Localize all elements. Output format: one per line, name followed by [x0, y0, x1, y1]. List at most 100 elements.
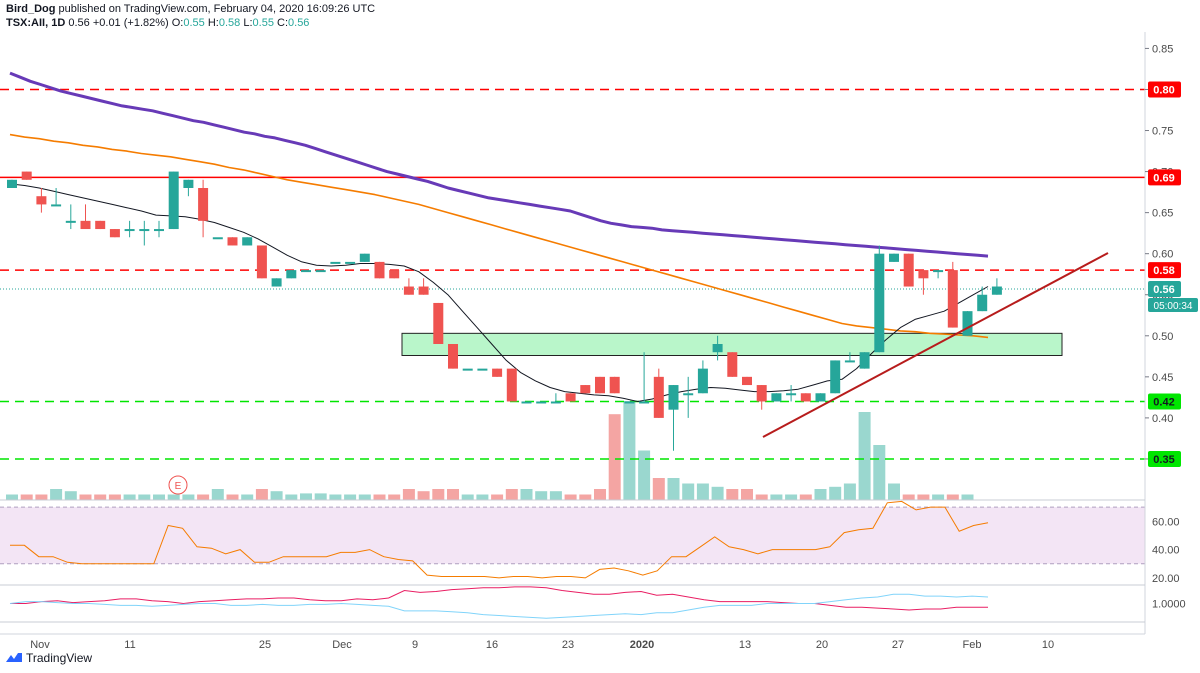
candle-body [962, 311, 973, 336]
volume-bar [373, 494, 386, 500]
published-text: published on TradingView.com, February 0… [55, 3, 376, 15]
candle-body [653, 376, 664, 418]
ma-purple-line [9, 71, 989, 258]
rsi-tick-label: 20.00 [1152, 573, 1180, 585]
candle-body [389, 270, 400, 279]
volume-bar [64, 491, 77, 500]
oscillator-lines [9, 586, 989, 619]
volume-bar [843, 483, 856, 500]
price-tick-label: 0.85 [1152, 43, 1173, 55]
candle-body [903, 253, 914, 287]
candle-body [550, 401, 561, 404]
level-label-bg [1148, 393, 1181, 410]
volume-bar [770, 494, 783, 500]
volume-bar [579, 494, 592, 500]
candle-body [462, 368, 473, 371]
candle-body [947, 270, 958, 328]
time-tick-label: 25 [259, 639, 271, 651]
level-label: 0.58 [1153, 265, 1174, 277]
volume-bar [520, 489, 533, 500]
volume-bar [902, 494, 915, 500]
level-label-bg [1148, 450, 1181, 467]
candle-body [301, 270, 311, 273]
volume-bar [329, 494, 342, 500]
volume-bar [741, 489, 753, 500]
candle-body [565, 393, 576, 402]
candle-body [521, 401, 532, 404]
ma-orange-line [9, 133, 989, 339]
candle-body [227, 237, 238, 246]
price-tick-label: 0.40 [1152, 413, 1173, 425]
earnings-marker [168, 475, 188, 495]
low-label: L: [243, 17, 253, 29]
rsi-tick-label: 40.00 [1152, 545, 1180, 557]
level-label: 0.42 [1153, 396, 1174, 408]
volume-bar [476, 494, 489, 500]
volume-bar [461, 494, 474, 500]
candle-body [345, 261, 356, 264]
volume-bar [79, 494, 92, 500]
candle-body [359, 253, 370, 262]
candle-body [286, 270, 297, 279]
candle-body [800, 393, 811, 402]
low-value: 0.55 [252, 17, 274, 29]
volume-bar [917, 494, 930, 500]
candle-body [815, 393, 826, 402]
volume-bar [153, 494, 165, 500]
volume-bar [638, 450, 651, 500]
volume-bar [300, 493, 312, 500]
rsi-line-path [10, 500, 989, 579]
volume-bar [682, 483, 695, 500]
candle-body [198, 188, 209, 221]
price-tick-label: 0.60 [1152, 249, 1173, 261]
volume-bar [241, 494, 254, 500]
candle-body [683, 393, 694, 396]
axes: 0.850.800.750.700.650.600.550.500.450.40… [0, 32, 1186, 651]
volume-bar [255, 489, 268, 500]
candle-body [154, 229, 164, 232]
candle-body [492, 368, 503, 377]
volume-bar [946, 494, 959, 500]
candle-body [933, 270, 944, 273]
close-label: C: [277, 17, 289, 29]
time-tick-label: 16 [486, 639, 498, 651]
horizontal-levels[interactable] [0, 88, 1145, 460]
candle-body [595, 376, 605, 394]
rsi-tick-label: 60.00 [1152, 516, 1180, 528]
candle-body [51, 204, 62, 207]
volume-bar [505, 489, 518, 500]
candle-body [506, 368, 517, 402]
candle-body [536, 401, 547, 404]
symbol-label[interactable]: TSX:AII, 1D [6, 17, 66, 29]
volume-bar [755, 494, 768, 500]
tradingview-logo[interactable]: TradingView [6, 651, 92, 665]
volume-bar [35, 494, 48, 500]
last-price: 0.56 [68, 17, 90, 29]
candle-body [124, 229, 135, 232]
volume-bar [726, 489, 739, 500]
volume-bar [667, 478, 680, 500]
volume-bar [138, 494, 151, 500]
countdown-bg [1148, 297, 1198, 312]
level-label: 0.35 [1153, 454, 1174, 466]
volume-bar [858, 412, 871, 500]
candle-body [374, 261, 385, 279]
author-name[interactable]: Bird_Dog [6, 3, 56, 15]
trendline[interactable] [762, 252, 1109, 438]
time-tick-label: 9 [412, 639, 418, 651]
support-zone[interactable] [401, 332, 1063, 356]
candle-body [183, 179, 194, 188]
volume-bar [50, 489, 63, 500]
volume-bar [491, 494, 504, 500]
volume-bar [197, 494, 210, 500]
volume-bar [167, 494, 180, 500]
candle-body [271, 278, 282, 287]
time-tick-label: Nov [30, 639, 50, 651]
candle-body [403, 286, 414, 295]
candle-body [727, 352, 738, 377]
volume-bar [814, 489, 827, 500]
candle-body [918, 270, 929, 279]
candle-body [80, 220, 91, 230]
volume-bar [20, 494, 33, 500]
